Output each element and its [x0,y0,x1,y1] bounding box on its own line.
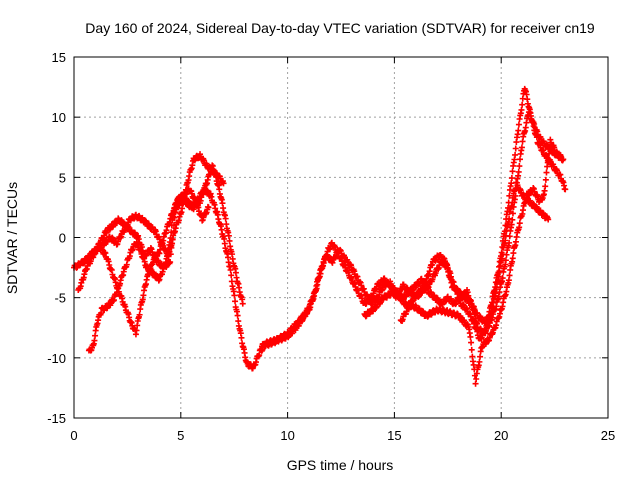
data-point [227,266,234,273]
data-point [519,101,526,108]
data-point [508,180,515,187]
data-point [496,268,503,275]
y-tick-label: 0 [59,231,66,246]
data-markers [71,85,569,387]
data-point [543,169,550,176]
plot-frame [73,56,609,419]
data-point [545,155,552,162]
data-point [533,134,540,141]
data-point [509,216,516,223]
series-track-7 [397,179,552,326]
data-point [512,151,519,158]
data-point [171,214,178,221]
data-point [516,220,523,227]
x-tick-label: 0 [70,428,77,443]
data-point [512,145,519,152]
x-tick-label: 15 [387,428,401,443]
chart-title: Day 160 of 2024, Sidereal Day-to-day VTE… [85,20,595,36]
data-point [518,106,525,113]
data-point [527,110,534,117]
data-point [226,237,233,244]
data-point [92,332,99,339]
y-tick-label: -10 [47,351,66,366]
data-point [225,232,232,239]
data-point [493,286,500,293]
y-tick-label: 5 [59,170,66,185]
y-tick-label: -5 [54,291,66,306]
data-point [542,183,549,190]
series-track-4 [75,185,212,294]
data-point [477,353,484,360]
data-point [516,163,523,170]
data-point [232,298,239,305]
data-point [170,222,177,229]
data-point [169,236,176,243]
data-point [515,168,522,175]
data-point [222,215,229,222]
data-point [172,205,179,212]
y-tick-label: 10 [52,110,66,125]
data-point [510,250,517,257]
x-tick-label: 20 [494,428,508,443]
data-point [516,156,523,163]
data-point [509,255,516,262]
data-point [506,192,513,199]
data-point [499,251,506,258]
data-point [167,259,174,266]
data-point [509,210,516,217]
y-axis-label: SDTVAR / TECUs [4,182,20,294]
data-point [509,168,516,175]
data-point [499,275,506,282]
data-point [506,272,513,279]
data-point [228,272,235,279]
data-point [562,186,569,193]
data-point [205,204,212,211]
data-point [502,232,509,239]
data-point [495,273,502,280]
grid-lines [74,57,608,418]
data-point [238,334,245,341]
data-point [518,144,525,151]
x-tick-label: 25 [601,428,615,443]
data-point [515,127,522,134]
data-point [468,346,475,353]
data-point [467,333,474,340]
data-point [506,215,513,222]
x-tick-label: 5 [177,428,184,443]
y-tick-label: -15 [47,411,66,426]
x-axis-label: GPS time / hours [287,457,394,473]
x-tick-label: 10 [280,428,294,443]
axis-ticks: 0 5 10 15 20 25 -15 -10 -5 0 5 10 15 [47,50,615,443]
y-tick-label: 15 [52,50,66,65]
data-point [560,156,567,163]
data-point [468,339,475,346]
data-point [473,376,480,383]
data-point [515,121,522,128]
data-point [508,175,515,182]
data-point [231,292,238,299]
data-point [136,311,143,318]
data-point [167,251,174,258]
data-point [476,358,483,365]
data-point [239,300,246,307]
series-track-6 [361,136,567,387]
data-point [546,150,553,157]
data-point [170,229,177,236]
data-point [133,327,140,334]
data-point [542,176,549,183]
data-point [234,312,241,319]
data-point [220,180,227,187]
data-point [545,216,552,223]
